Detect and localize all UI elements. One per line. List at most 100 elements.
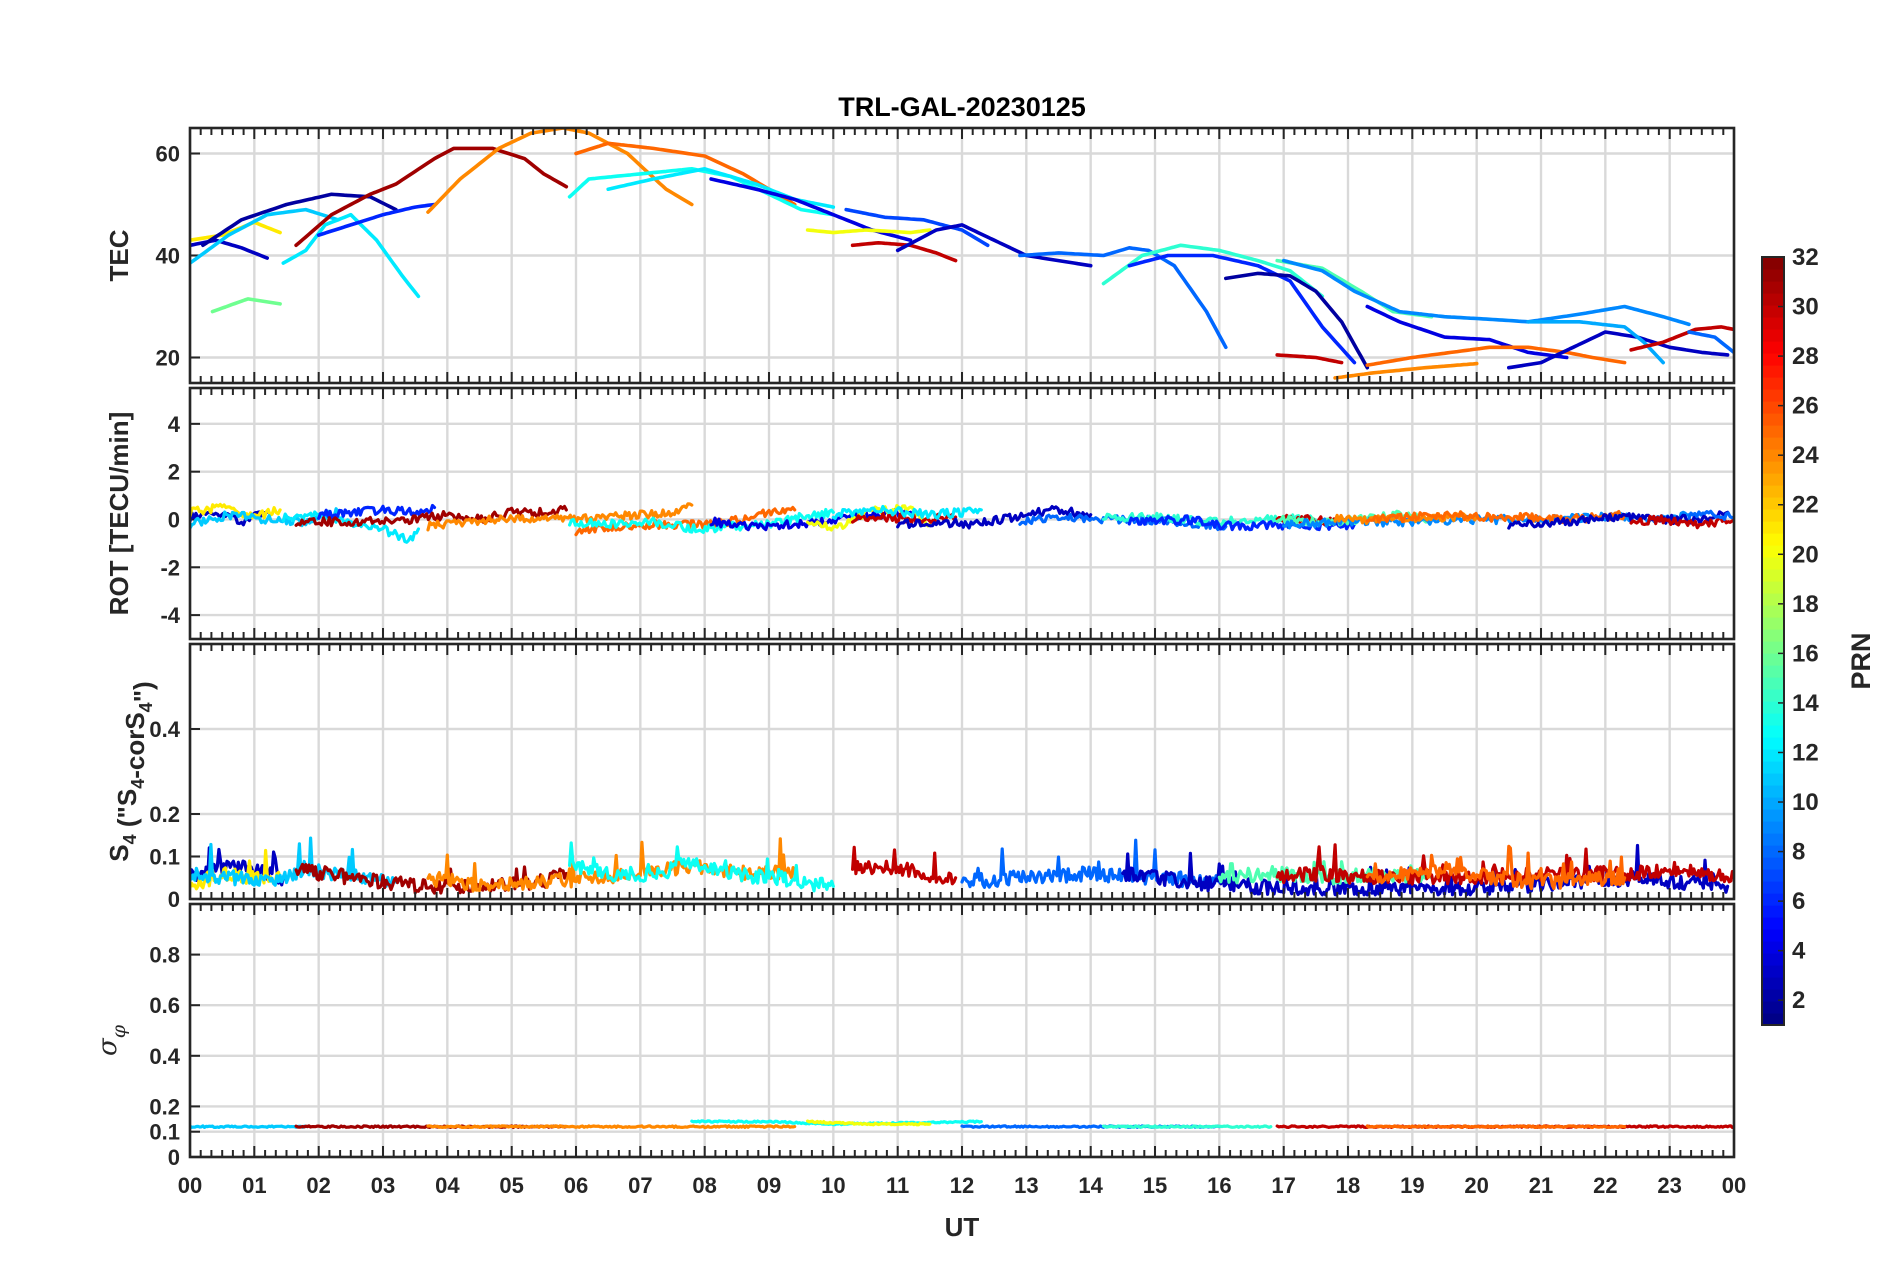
colorbar-segment [1762,305,1784,318]
colorbar-tick-label: 16 [1792,640,1819,667]
series-prn-3 [190,238,269,260]
colorbar-tick-label: 30 [1792,294,1819,321]
colorbar-segment [1762,437,1784,450]
series-prn-25 [1365,1124,1627,1129]
colorbar-tick-label: 2 [1792,987,1805,1014]
series-prn-24 [426,502,694,532]
panel-series [190,1119,1734,1129]
panel-series [190,128,1734,380]
panel-0: 20 40 60 TEC [104,126,1736,385]
colorbar-segment [1762,593,1784,606]
y-tick-label: 0 [168,1145,180,1170]
series-prn-25 [574,505,797,537]
colorbar-segment [1762,965,1784,978]
colorbar-segment [1762,917,1784,930]
series-prn-30 [1629,325,1734,352]
colorbar-segment [1762,689,1784,702]
panel-2: 0 0.1 0.2 0.4S4 ("S4-corS4") [104,642,1736,912]
colorbar-segment [1762,953,1784,966]
series-prn-12 [281,212,421,299]
colorbar-segment [1762,833,1784,846]
panel-series [190,502,1734,544]
x-tick-label: 02 [306,1173,330,1198]
series-prn-15 [1275,258,1434,319]
colorbar-segment [1762,473,1784,486]
colorbar-segment [1762,929,1784,942]
colorbar-segment [1762,401,1784,414]
colorbar-tick-label: 28 [1792,343,1819,370]
series-prn-8 [1687,509,1734,521]
colorbar-segment [1762,905,1784,918]
y-axis-label: S4 ("S4-corS4") [104,681,158,861]
colorbar-segment [1762,677,1784,690]
colorbar-segment [1762,893,1784,906]
x-tick-label: 05 [499,1173,523,1198]
colorbar-segment [1762,569,1784,582]
y-tick-label: 2 [168,460,180,485]
colorbar-segment [1762,293,1784,306]
y-tick-label: 20 [156,346,180,371]
y-tick-label: 0.2 [149,802,180,827]
series-prn-25 [1365,345,1627,367]
series-prn-16 [210,297,282,314]
y-tick-label: 4 [168,412,181,437]
chart-title: TRL-GAL-20230125 [838,92,1086,122]
series-prn-20 [805,228,932,235]
colorbar-segment [1762,329,1784,342]
series-prn-30 [1629,514,1734,530]
colorbar-segment [1762,989,1784,1002]
x-tick-label: 09 [757,1173,781,1198]
y-tick-label: 0.2 [149,1094,180,1119]
colorbar-segment [1762,521,1784,534]
colorbar-segment [1762,341,1784,354]
colorbar-segment [1762,605,1784,618]
colorbar-segment [1762,485,1784,498]
series-prn-24 [1333,361,1479,380]
series-prn-4 [1365,304,1569,360]
y-axis-label: ROT [TECU/min] [104,412,134,616]
series-prn-11 [190,1124,308,1129]
series-prn-3 [895,223,1093,268]
series-prn-31 [294,146,569,248]
colorbar-segment [1762,665,1784,678]
y-tick-label: 0.1 [149,845,180,870]
series-prn-30 [1275,843,1734,886]
x-tick-label: 07 [628,1173,652,1198]
panel-series [190,836,1734,897]
series-prn-13 [567,167,836,217]
colorbar-segment [1762,533,1784,546]
colorbar-segment [1762,281,1784,294]
x-tick-label: 14 [1078,1173,1103,1198]
panel-1: -4 -2 0 2 4 ROT [TECU/min] [104,386,1736,641]
series-prn-30 [851,845,958,886]
series-prn-6 [1127,514,1356,532]
x-tick-label: 04 [435,1173,460,1198]
x-tick-label: 11 [886,1173,909,1198]
series-prn-24 [426,1124,797,1129]
x-tick-label: 03 [371,1173,395,1198]
panel-frame [188,386,1736,641]
x-tick-label: 12 [950,1173,974,1198]
colorbar-segment [1762,821,1784,834]
x-tick-label: 01 [242,1173,266,1198]
colorbar-segment [1762,725,1784,738]
colorbar-segment [1762,497,1784,510]
colorbar-segment [1762,581,1784,594]
colorbar-segment [1762,941,1784,954]
colorbar-tick-label: 6 [1792,888,1805,915]
series-prn-14 [1101,243,1325,299]
x-tick-label: 06 [564,1173,588,1198]
colorbar-label: PRN [1846,632,1876,689]
y-axis-label: σφ [93,1024,130,1056]
colorbar-segment [1762,869,1784,882]
x-tick-label: 17 [1271,1173,1295,1198]
colorbar-segment [1762,389,1784,402]
x-tick-label: 21 [1529,1173,1553,1198]
series-prn-9 [1281,258,1691,327]
panel-frame [188,642,1736,901]
colorbar-tick-label: 18 [1792,591,1819,618]
colorbar-segment [1762,269,1784,282]
colorbar-segment [1762,713,1784,726]
colorbar-tick-label: 14 [1792,690,1819,717]
x-axis-label: UT [945,1212,980,1242]
